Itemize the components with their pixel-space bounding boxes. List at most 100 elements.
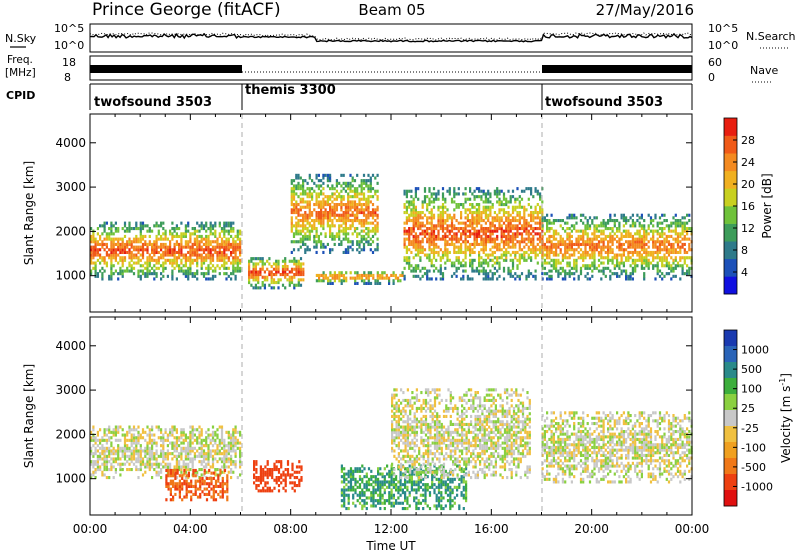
power-cell [130, 253, 133, 257]
power-cell [500, 229, 503, 233]
power-cell [478, 187, 481, 191]
power-cell [674, 250, 677, 254]
power-cell [371, 213, 375, 217]
velocity-cell [130, 441, 133, 445]
velocity-cell [234, 428, 237, 432]
power-cell [308, 224, 311, 228]
power-cell [196, 245, 199, 249]
velocity-cell [214, 430, 217, 434]
power-cell [214, 221, 217, 225]
power-cell [546, 229, 549, 233]
power-cell [543, 253, 546, 257]
velocity-cell [358, 475, 362, 479]
velocity-cell [221, 495, 224, 499]
power-cell [187, 269, 190, 273]
power-cell [311, 211, 314, 215]
power-cell [523, 229, 526, 233]
power-cell [487, 272, 490, 276]
power-cell [340, 173, 343, 177]
power-cell [417, 221, 420, 225]
power-cell [342, 203, 345, 207]
power-cell [539, 197, 542, 201]
power-cell [555, 245, 558, 249]
velocity-cell [162, 465, 165, 469]
power-cell [157, 256, 160, 260]
power-cell [550, 227, 553, 231]
power-cell [299, 257, 303, 261]
power-cell [376, 173, 379, 177]
power-cell [541, 208, 544, 212]
power-cell [320, 224, 323, 228]
power-cell [625, 240, 628, 244]
power-cell [484, 242, 487, 246]
velocity-cell [266, 468, 269, 472]
velocity-cell [289, 473, 292, 477]
power-cell [275, 265, 278, 269]
velocity-cell [187, 471, 190, 475]
power-cell [480, 261, 483, 265]
power-cell [441, 250, 445, 254]
noise-sky-line [89, 32, 693, 43]
power-cell [441, 272, 445, 276]
power-cell [611, 256, 614, 260]
velocity-cell [181, 498, 184, 502]
power-cell [620, 256, 623, 260]
power-cell [473, 229, 476, 233]
power-cell [536, 203, 539, 207]
power-cell [602, 232, 605, 236]
power-cell [597, 229, 601, 233]
power-cell [92, 248, 95, 252]
velocity-cell [175, 462, 178, 466]
velocity-cell [160, 468, 163, 472]
velocity-cell [286, 473, 290, 477]
power-cell [450, 216, 454, 220]
title-station: Prince George (fitACF) [92, 0, 281, 20]
power-cell [586, 240, 589, 244]
power-cell [184, 232, 187, 236]
power-cell [487, 274, 490, 278]
power-cell [437, 250, 440, 254]
power-cell [347, 195, 350, 199]
power-cell [543, 266, 546, 270]
power-cell [665, 237, 668, 241]
power-cell [268, 262, 271, 266]
power-cell [480, 264, 483, 268]
power-cell [295, 224, 298, 228]
power-cell [573, 277, 576, 281]
velocity-cell [172, 495, 175, 499]
velocity-cell [92, 454, 95, 458]
power-cell [640, 240, 643, 244]
power-cell [591, 219, 594, 223]
power-cell [207, 245, 210, 249]
power-cell [453, 261, 456, 265]
power-cell [184, 272, 187, 276]
velocity-cell [196, 473, 199, 477]
velocity-cell [343, 493, 346, 497]
power-cell [135, 227, 138, 231]
power-cell [209, 221, 212, 225]
power-cell [688, 227, 691, 231]
power-cell [498, 224, 501, 228]
power-cell [367, 227, 370, 231]
velocity-cell [103, 473, 106, 477]
velocity-cell [101, 470, 104, 474]
power-cell [631, 250, 634, 254]
power-cell [189, 245, 192, 249]
power-cell [460, 245, 463, 249]
power-cell [227, 274, 230, 278]
power-cell [128, 269, 131, 273]
power-cell [455, 274, 458, 278]
power-cell [588, 224, 592, 228]
power-cell [401, 273, 404, 277]
power-cell [688, 266, 691, 270]
power-cell [315, 229, 318, 233]
power-cell [566, 261, 569, 265]
power-cell [520, 237, 524, 241]
velocity-cell [221, 492, 224, 496]
power-cell [487, 261, 490, 265]
power-cell [566, 242, 569, 246]
power-cell [686, 272, 689, 276]
power-cell [674, 266, 677, 270]
power-cell [432, 237, 436, 241]
power-cell [625, 256, 628, 260]
